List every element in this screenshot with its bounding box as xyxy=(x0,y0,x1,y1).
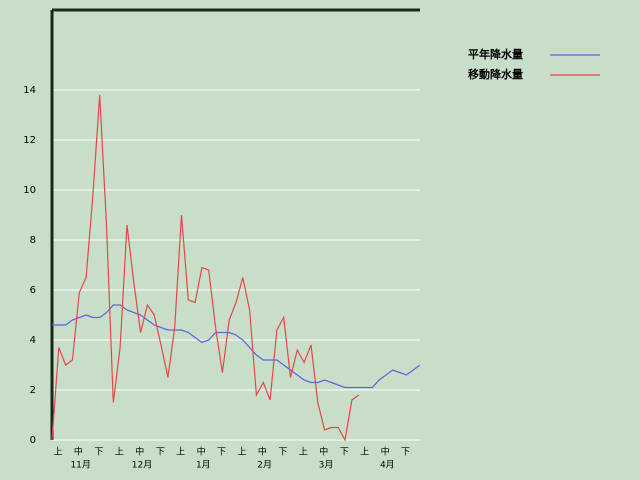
x-tick-label: 下 xyxy=(156,448,165,458)
x-tick-label: 上 xyxy=(360,447,369,458)
series-line xyxy=(51,94,360,442)
x-tick-label: 下 xyxy=(340,448,349,458)
x-tick-label: 中 xyxy=(135,446,144,458)
y-tick-label: 12 xyxy=(23,135,36,146)
y-tick-label: 0 xyxy=(30,435,36,446)
y-tick-label: 6 xyxy=(30,285,36,296)
y-tick-label: 8 xyxy=(30,235,36,246)
y-tick-label: 14 xyxy=(23,85,36,96)
y-tick-label: 4 xyxy=(30,335,36,346)
x-tick-label: 上 xyxy=(115,447,124,458)
legend-label: 移動降水量 xyxy=(468,67,523,81)
y-tick-label: 10 xyxy=(23,185,36,196)
x-tick-label: 中 xyxy=(381,446,390,458)
month-label: 1月 xyxy=(196,460,211,471)
x-tick-label: 上 xyxy=(176,447,185,458)
x-tick-label: 中 xyxy=(319,446,328,458)
x-tick-label: 下 xyxy=(94,448,103,458)
x-tick-label: 上 xyxy=(237,447,246,458)
legend-label: 平年降水量 xyxy=(468,47,523,61)
x-tick-label: 中 xyxy=(197,446,206,458)
month-label: 4月 xyxy=(380,460,395,471)
x-tick-label: 上 xyxy=(53,447,62,458)
x-tick-label: 中 xyxy=(74,446,83,458)
series-line xyxy=(52,304,421,389)
month-label: 11月 xyxy=(70,460,90,471)
x-tick-label: 下 xyxy=(217,448,226,458)
y-tick-label: 2 xyxy=(30,385,36,396)
x-tick-label: 中 xyxy=(258,446,267,458)
x-tick-label: 下 xyxy=(401,448,410,458)
month-label: 12月 xyxy=(132,460,152,471)
x-tick-label: 下 xyxy=(278,448,287,458)
month-label: 2月 xyxy=(257,460,272,471)
month-label: 3月 xyxy=(319,460,334,471)
x-tick-label: 上 xyxy=(299,447,308,458)
